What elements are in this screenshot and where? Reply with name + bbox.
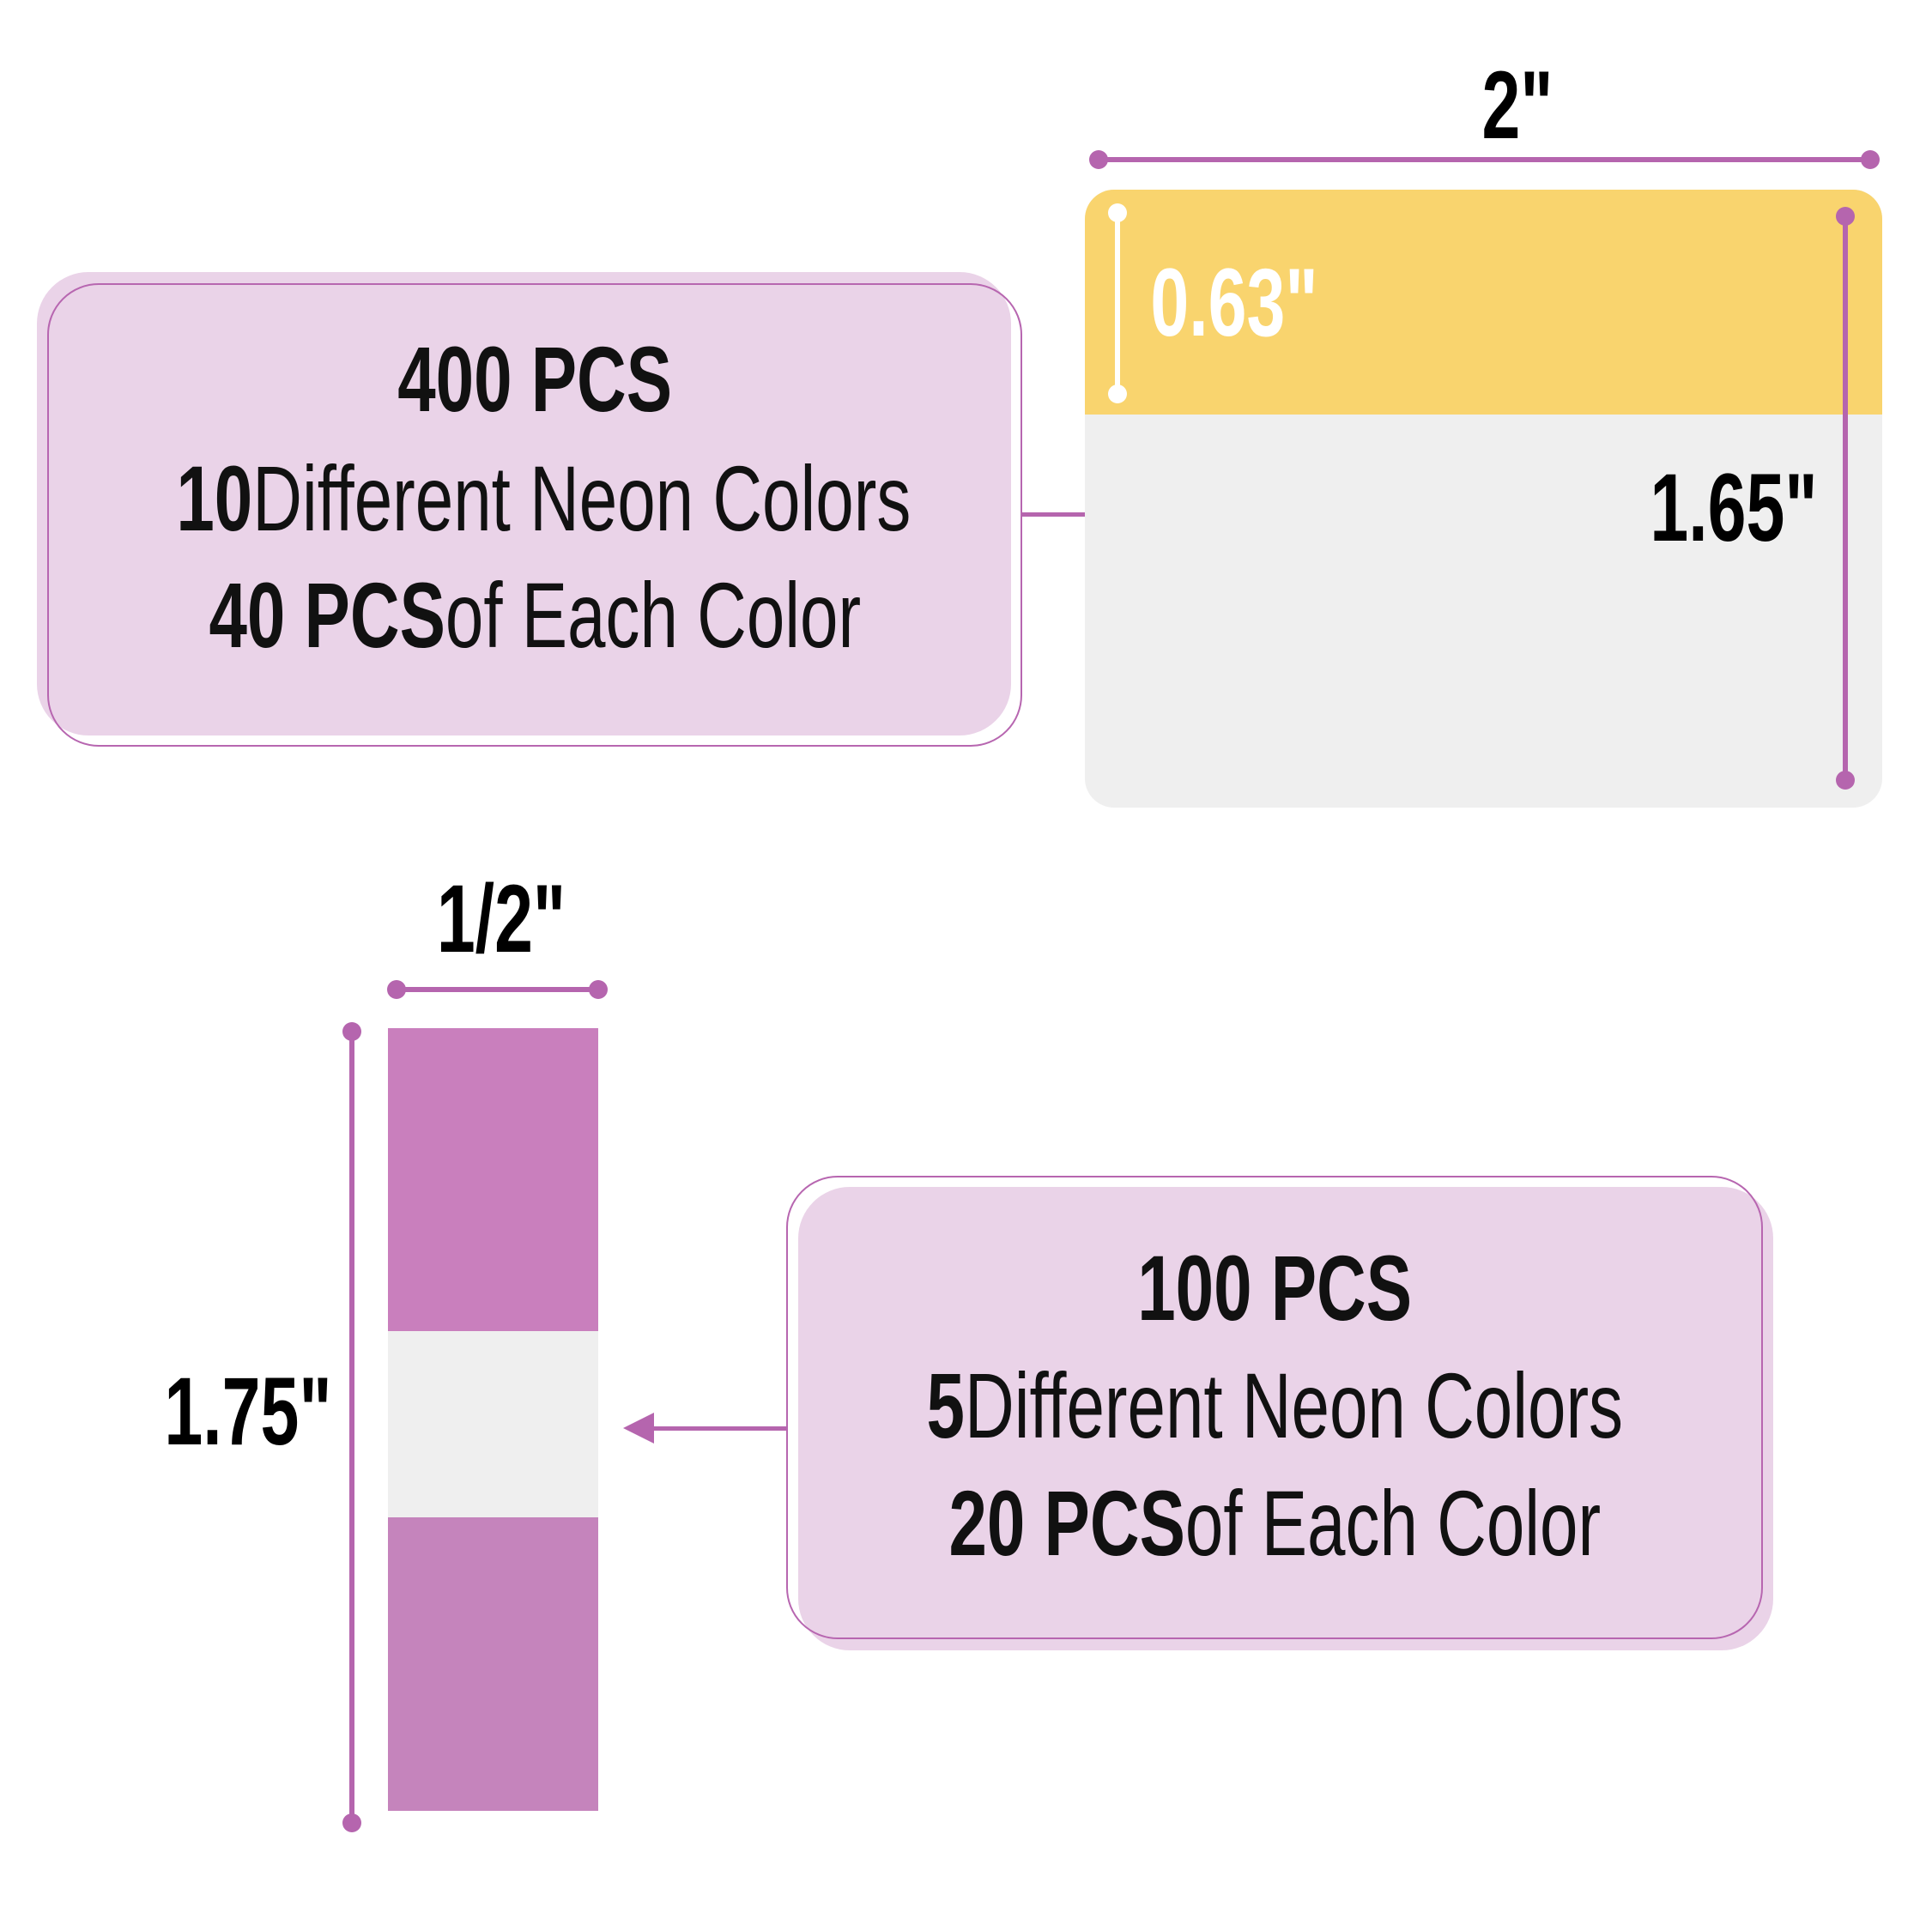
- arrow-left-line: [644, 1426, 786, 1431]
- width-dimension-line: [1099, 157, 1870, 162]
- flag-clear-middle: [388, 1331, 598, 1517]
- bottom-box-count: 100 PCS: [1137, 1236, 1412, 1340]
- bottom-info-box-shadow: [798, 1187, 1773, 1650]
- arrow-left-icon: [623, 1413, 654, 1444]
- top-info-box-shadow: [37, 272, 1011, 735]
- dimension-dot: [1108, 203, 1127, 222]
- arrow-right-line: [1021, 512, 1124, 517]
- dimension-dot: [1836, 207, 1855, 226]
- flag-height-line: [349, 1032, 354, 1823]
- dimension-dot: [1108, 384, 1127, 403]
- dimension-dot: [1861, 150, 1880, 169]
- flag-width-line: [397, 987, 598, 992]
- top-box-colors: 10 Different Neon Colors: [176, 446, 911, 550]
- bottom-box-colors: 5 Different Neon Colors: [926, 1353, 1623, 1457]
- bottom-box-each: 20 PCS of Each Color: [948, 1471, 1601, 1575]
- dimension-dot: [1089, 150, 1108, 169]
- bottom-info-box: [786, 1176, 1763, 1639]
- top-box-count: 400 PCS: [397, 327, 672, 431]
- top-box-each: 40 PCS of Each Color: [209, 563, 861, 667]
- dimension-dot: [589, 980, 608, 999]
- width-label-2in: 2": [1481, 51, 1553, 159]
- yellow-tab: [1085, 190, 1882, 415]
- tab-height-line: [1115, 213, 1120, 394]
- small-flag: [388, 1028, 598, 1811]
- dimension-dot: [387, 980, 406, 999]
- tab-height-label: 0.63": [1150, 249, 1318, 356]
- dimension-dot: [1836, 771, 1855, 790]
- large-sticky-note: [1085, 190, 1882, 808]
- height-dimension-line: [1843, 216, 1848, 780]
- height-label-1-65: 1.65": [1650, 454, 1818, 561]
- width-label-half-inch: 1/2": [436, 865, 566, 972]
- height-label-1-75: 1.75": [164, 1358, 332, 1465]
- dimension-dot: [342, 1813, 361, 1832]
- dimension-dot: [342, 1022, 361, 1041]
- flag-pink-top: [388, 1028, 598, 1331]
- flag-pink-bottom: [388, 1517, 598, 1811]
